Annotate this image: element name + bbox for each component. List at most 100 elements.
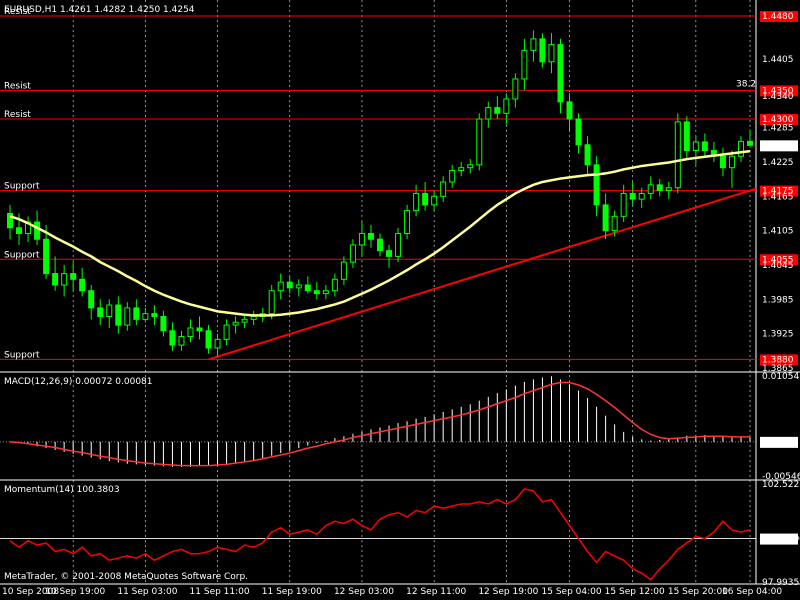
candle-down	[196, 327, 203, 332]
candle-up	[340, 261, 347, 280]
candle-down	[683, 121, 690, 152]
price-axis-label: 1.4405	[762, 55, 794, 65]
candle-down	[205, 330, 212, 349]
level-label: Resist	[4, 7, 31, 17]
candle-down	[422, 192, 429, 206]
macd-axis-label: 0.01054	[762, 372, 799, 382]
candle-down	[115, 304, 122, 326]
level-label: Resist	[4, 81, 31, 91]
level-label: Support	[4, 182, 40, 192]
time-axis-label: 11 Sep 03:00	[117, 587, 177, 597]
candle-down	[34, 221, 41, 240]
price-axis-label: 1.4105	[762, 227, 794, 237]
price-axis-label: 1.4225	[762, 158, 794, 168]
level-tag-bg	[760, 254, 798, 266]
candle-up	[349, 244, 356, 263]
candle-up	[440, 181, 447, 197]
current-price-label: 1.4254	[762, 141, 794, 151]
candle-down	[719, 155, 726, 169]
time-axis-label: 11 Sep 19:00	[262, 587, 322, 597]
candle-down	[169, 330, 176, 346]
level-tag-bg	[760, 354, 798, 366]
level-label: Support	[4, 250, 40, 260]
candle-up	[232, 321, 239, 326]
macd-signal-line	[9, 381, 750, 467]
candle-up	[395, 232, 402, 257]
macd-axis-label: -0.00546	[762, 472, 800, 482]
candle-down	[7, 212, 13, 229]
candle-up	[521, 49, 528, 80]
candle-down	[377, 238, 383, 252]
candle-down	[70, 273, 77, 280]
moving-average-group	[9, 149, 751, 317]
candle-down	[304, 284, 311, 292]
candle-up	[476, 118, 483, 166]
price-axis-label: 1.3985	[762, 295, 794, 305]
level-label: Support	[4, 350, 40, 360]
candle-up	[413, 192, 420, 212]
candle-down	[386, 250, 393, 257]
level-tag: 1.3880	[762, 355, 794, 365]
candle-up	[611, 215, 618, 232]
macd-current-bg	[760, 436, 798, 448]
momentum-group	[0, 487, 756, 581]
candle-up	[358, 232, 365, 246]
candle-down	[160, 315, 167, 332]
macd-group	[0, 376, 756, 467]
candle-down	[701, 141, 708, 152]
candle-down	[629, 192, 636, 200]
momentum-title: Momentum(14) 100.3803	[4, 485, 120, 495]
candle-down	[16, 227, 23, 234]
candle-up	[241, 318, 248, 323]
candle-up	[277, 281, 284, 292]
price-axis-label: 1.4340	[762, 92, 794, 102]
candle-down	[747, 140, 753, 146]
candle-down	[593, 164, 600, 206]
time-axis-label: 12 Sep 03:00	[334, 587, 394, 597]
candle-down	[97, 307, 104, 317]
time-axis-label: 15 Sep 04:00	[542, 587, 602, 597]
candle-up	[322, 290, 329, 295]
level-label: Resist	[4, 110, 31, 120]
candle-up	[638, 192, 645, 200]
candle-up	[449, 170, 456, 183]
candle-up	[178, 336, 185, 346]
grid	[0, 0, 800, 585]
candle-up	[295, 284, 302, 289]
level-tag-bg	[760, 85, 798, 97]
momentum-axis-label: 102.5222	[762, 480, 800, 490]
candle-down	[367, 232, 374, 240]
candle-up	[467, 164, 474, 169]
level-tag: 1.4055	[762, 255, 794, 265]
level-tag: 1.4480	[762, 12, 794, 22]
price-axis-label: 1.4165	[762, 192, 794, 202]
time-axis-label: 15 Sep 20:00	[668, 587, 728, 597]
candle-up	[620, 192, 627, 217]
candle-up	[61, 273, 68, 286]
candle-up	[548, 44, 555, 63]
time-axis-label: 15 Sep 12:00	[605, 587, 665, 597]
time-axis-label: 10 Sep 2008	[2, 587, 59, 597]
level-tag: 1.4350	[762, 86, 794, 96]
candle-down	[575, 118, 582, 146]
candle-up	[737, 140, 744, 157]
level-tag-bg	[760, 185, 798, 197]
level-lines: Resist 1.4480 Resist 1.4350 38.2 Resist 1.4300…	[0, 7, 798, 366]
candle-up	[124, 307, 131, 326]
price-axis-label: 1.3925	[762, 330, 794, 340]
candle-down	[88, 290, 95, 309]
price-axis-label: 1.4285	[762, 124, 794, 134]
candle-up	[692, 141, 699, 152]
candle-up	[503, 98, 510, 114]
copyright-text: MetaTrader, © 2001-2008 MetaQuotes Softw…	[4, 572, 248, 582]
candle-up	[106, 304, 113, 317]
candle-down	[313, 290, 320, 295]
level-tag-bg	[760, 11, 798, 22]
time-axis-label: 16 Sep 04:00	[722, 587, 782, 597]
candle-up	[665, 187, 672, 192]
time-axis-label: 12 Sep 19:00	[478, 587, 538, 597]
candle-down	[656, 184, 663, 192]
momentum-axis-label: 97.9935	[762, 578, 799, 588]
candle-up	[512, 78, 519, 100]
